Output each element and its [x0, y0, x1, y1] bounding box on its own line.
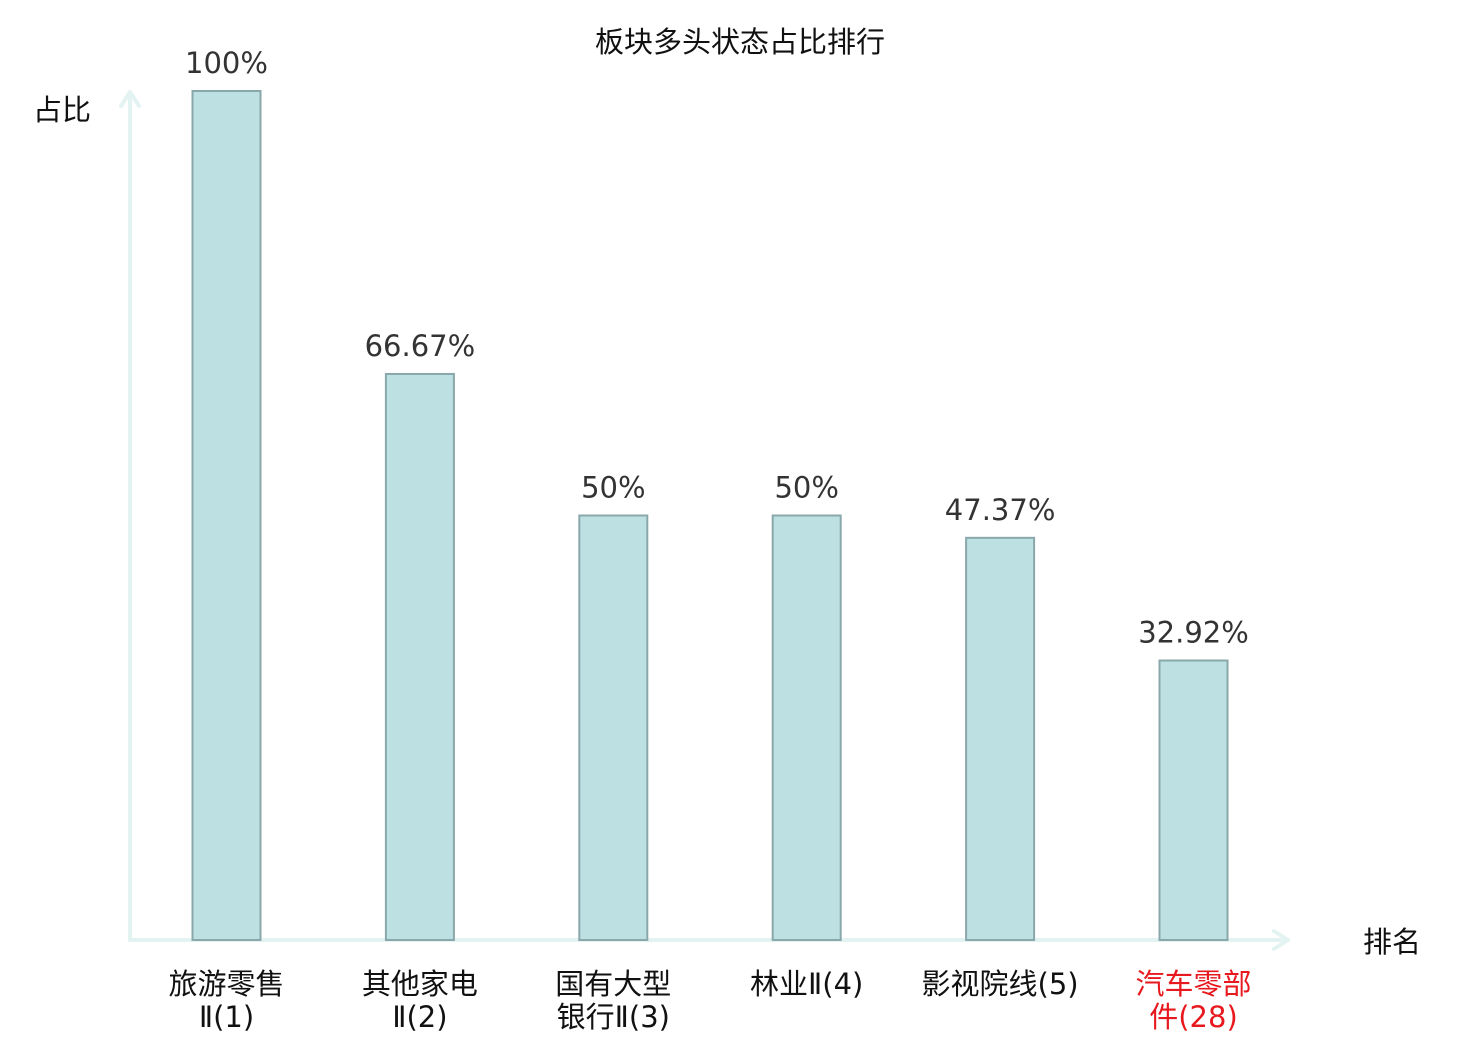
- x-tick-label: 汽车零部: [1135, 967, 1251, 1001]
- bar-value-label: 50%: [581, 471, 645, 505]
- x-axis-line: [128, 929, 1290, 951]
- bar: [1158, 659, 1229, 942]
- bar: [191, 90, 262, 941]
- x-axis-label: 排名: [1363, 925, 1421, 959]
- y-axis-label: 占比: [33, 93, 91, 127]
- x-tick-label: 旅游零售: [168, 967, 284, 1001]
- y-axis-line: [119, 90, 141, 942]
- bar-value-label: 47.37%: [945, 493, 1056, 527]
- x-tick-label: Ⅱ(2): [392, 1000, 447, 1034]
- x-tick-label: 影视院线(5): [922, 967, 1079, 1001]
- x-tick-label: Ⅱ(1): [199, 1000, 254, 1034]
- bar-value-label: 50%: [774, 471, 838, 505]
- bar-value-label: 100%: [185, 46, 268, 80]
- bar: [771, 514, 842, 941]
- chart-title: 板块多头状态占比排行: [595, 25, 885, 59]
- x-tick-label: 银行Ⅱ(3): [557, 1000, 670, 1034]
- bar-value-label: 32.92%: [1138, 616, 1249, 650]
- x-tick-label: 国有大型: [555, 967, 671, 1001]
- x-tick-label: 林业Ⅱ(4): [750, 967, 863, 1001]
- bar: [965, 536, 1036, 941]
- x-tick-label: 件(28): [1149, 1000, 1238, 1034]
- bar: [384, 372, 455, 942]
- bar: [578, 514, 649, 941]
- x-tick-label: 其他家电: [362, 967, 478, 1001]
- bar-value-label: 66.67%: [365, 329, 476, 363]
